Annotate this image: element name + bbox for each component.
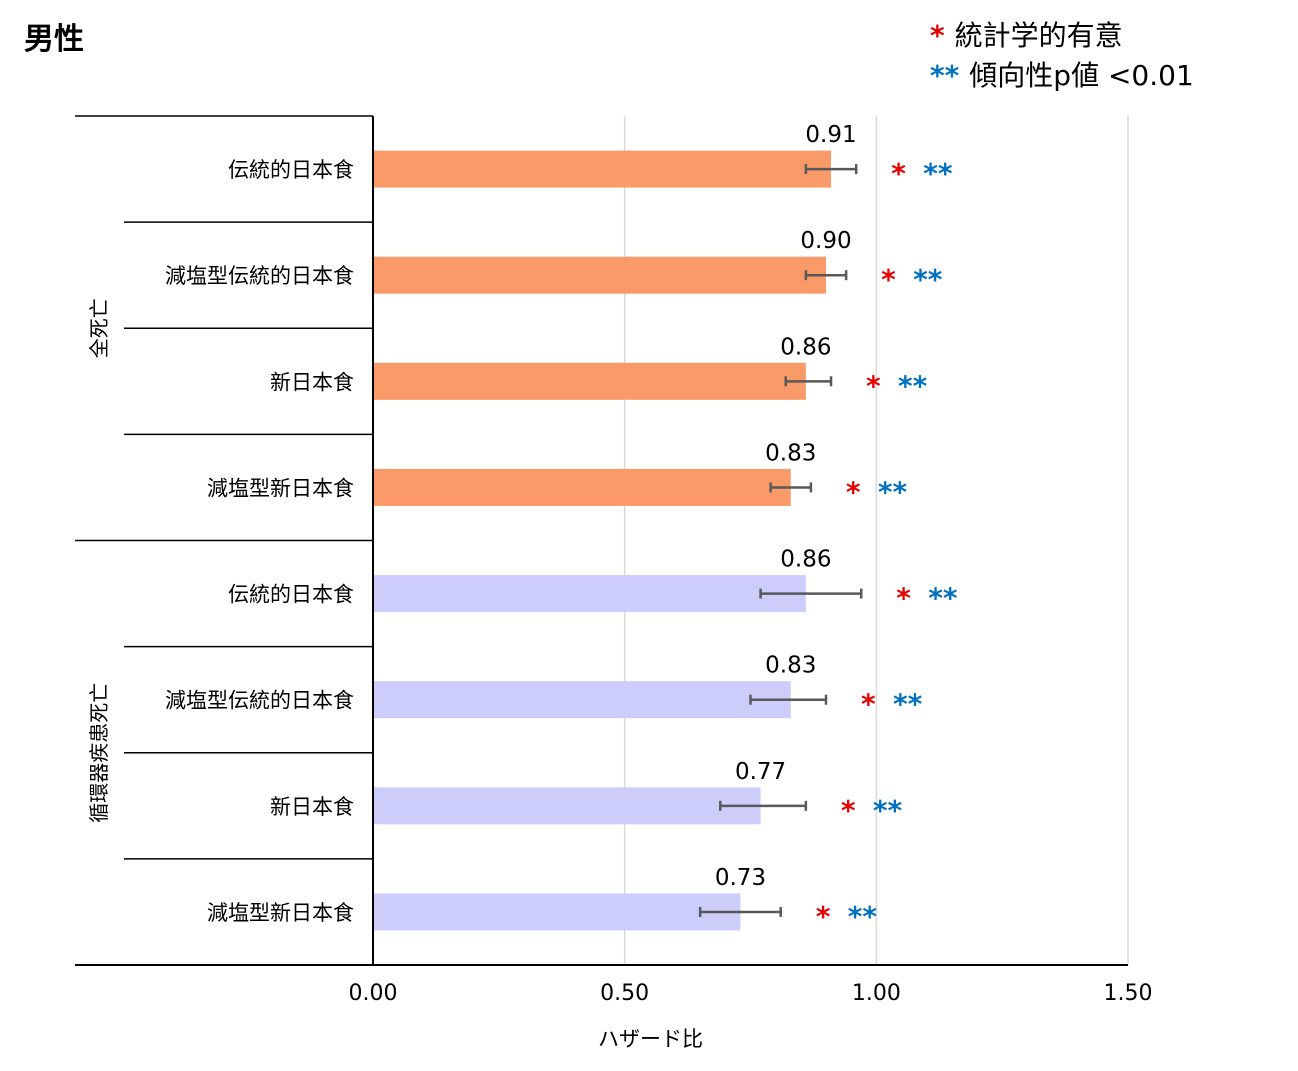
x-tick-label: 0.50 bbox=[600, 981, 649, 1006]
x-tick-label: 0.00 bbox=[349, 981, 398, 1006]
bar bbox=[373, 150, 832, 188]
x-tick-label: 1.00 bbox=[852, 981, 901, 1006]
trend-marker: ** bbox=[928, 582, 958, 615]
category-label: 減塩型伝統的日本食 bbox=[165, 264, 354, 288]
trend-marker: ** bbox=[873, 794, 903, 827]
data-label: 0.86 bbox=[780, 334, 831, 360]
group-label: 全死亡 bbox=[87, 298, 111, 358]
category-label: 減塩型伝統的日本食 bbox=[165, 689, 354, 713]
data-label: 0.73 bbox=[715, 865, 766, 891]
significance-marker: * bbox=[891, 157, 906, 190]
bar bbox=[373, 575, 806, 613]
legend-sig-marker: * bbox=[930, 19, 945, 52]
category-label: 新日本食 bbox=[270, 370, 354, 394]
group-label: 循環器疾患死亡 bbox=[87, 683, 111, 823]
category-label: 減塩型新日本食 bbox=[207, 476, 354, 500]
data-label: 0.90 bbox=[800, 228, 851, 254]
category-label: 減塩型新日本食 bbox=[207, 901, 354, 925]
significance-marker: * bbox=[896, 582, 911, 615]
data-label: 0.91 bbox=[805, 122, 856, 148]
legend-significance: * 統計学的有意 bbox=[930, 14, 1123, 54]
data-label: 0.83 bbox=[765, 653, 816, 679]
legend-sig-label: 統計学的有意 bbox=[954, 19, 1123, 52]
significance-marker: * bbox=[881, 263, 896, 296]
category-label: 新日本食 bbox=[270, 795, 354, 819]
trend-marker: ** bbox=[893, 688, 923, 721]
trend-marker: ** bbox=[878, 475, 908, 508]
bar bbox=[373, 362, 806, 400]
chart-title: 男性 bbox=[24, 22, 84, 57]
trend-marker: ** bbox=[923, 157, 953, 190]
category-label: 伝統的日本食 bbox=[228, 583, 354, 607]
legend-trend-marker: ** bbox=[930, 59, 960, 92]
significance-marker: * bbox=[816, 900, 831, 933]
bar bbox=[373, 787, 761, 825]
trend-marker: ** bbox=[913, 263, 943, 296]
significance-marker: * bbox=[866, 369, 881, 402]
bar bbox=[373, 681, 791, 719]
x-axis-title: ハザード比 bbox=[598, 1027, 703, 1051]
trend-marker: ** bbox=[848, 900, 878, 933]
bar bbox=[373, 893, 741, 931]
data-label: 0.86 bbox=[780, 547, 831, 573]
significance-marker: * bbox=[861, 688, 876, 721]
category-label: 伝統的日本食 bbox=[228, 158, 354, 182]
data-label: 0.77 bbox=[735, 759, 786, 785]
x-tick-label: 1.50 bbox=[1104, 981, 1153, 1006]
trend-marker: ** bbox=[898, 369, 928, 402]
legend-trend: ** 傾向性p値 <0.01 bbox=[930, 54, 1194, 94]
significance-marker: * bbox=[846, 475, 861, 508]
data-label: 0.83 bbox=[765, 440, 816, 466]
bar bbox=[373, 256, 826, 294]
significance-marker: * bbox=[841, 794, 856, 827]
bar bbox=[373, 468, 791, 506]
legend-trend-label: 傾向性p値 <0.01 bbox=[969, 59, 1194, 92]
